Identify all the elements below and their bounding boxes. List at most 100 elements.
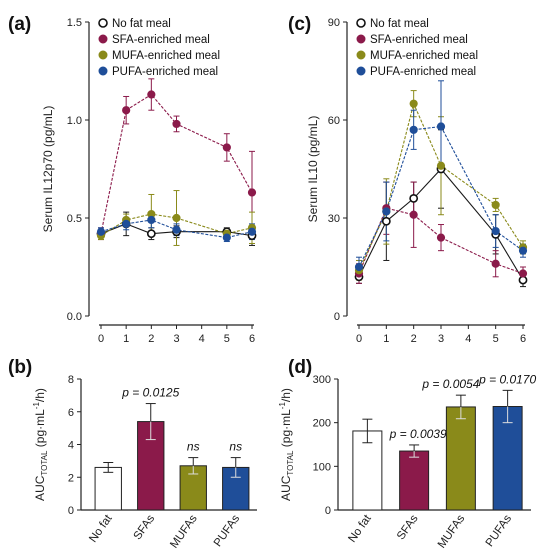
legend-label: No fat meal — [370, 18, 429, 30]
category-label: MUFAs — [436, 513, 468, 550]
data-point — [436, 122, 446, 131]
category-label: SFAs — [395, 513, 421, 543]
x-tick-label: 0 — [356, 333, 362, 345]
y-tick-label: 100 — [313, 461, 331, 473]
category-label: MUFAs — [168, 513, 200, 550]
data-point — [491, 259, 500, 268]
category-label: SFAs — [132, 513, 158, 543]
y-tick-label: 8 — [68, 374, 74, 386]
data-point — [436, 161, 446, 170]
y-tick-label: 60 — [328, 115, 340, 127]
y-axis-label: AUCTOTAL (pg·mL-1/h) — [32, 388, 49, 501]
data-point — [146, 229, 156, 239]
y-label-unit: (pg·mL — [279, 409, 293, 451]
data-point — [247, 188, 257, 197]
y-tick-label: 90 — [328, 17, 340, 29]
legend-label: PUFA-enriched meal — [370, 66, 476, 78]
bar-pufas — [492, 406, 523, 511]
significance-label: p = 0.0039 — [389, 427, 447, 441]
y-label-subscript: TOTAL — [40, 450, 49, 476]
category-label: PUFAs — [484, 513, 514, 549]
x-tick-label: 1 — [383, 333, 389, 345]
bar-no-fat — [94, 466, 122, 511]
x-tick-label: 5 — [224, 333, 230, 345]
significance-label: ns — [229, 440, 242, 454]
chart-c-svg: (c)03060900123456Hours after meal ingest… — [288, 14, 528, 363]
y-tick-label: 6 — [68, 407, 74, 419]
chart-a-svg: (a)0.00.51.01.50123456Hours after meal i… — [8, 14, 257, 363]
x-tick-label: 6 — [520, 333, 526, 345]
y-axis-label: Serum IL10 (pg/mL) — [306, 116, 320, 223]
data-point — [247, 227, 257, 236]
legend-marker — [356, 66, 366, 76]
x-tick-label: 5 — [493, 333, 499, 345]
significance-label: p = 0.0054 — [421, 377, 479, 391]
data-point — [491, 200, 500, 210]
legend-marker — [98, 18, 108, 28]
y-label-superscript: -1 — [32, 402, 41, 410]
y-label-superscript: -1 — [278, 402, 287, 410]
y-tick-label: 200 — [313, 418, 331, 430]
bar-sfas — [399, 450, 430, 511]
panel-label: (d) — [288, 357, 312, 378]
series-line-sfa-enriched — [100, 93, 253, 234]
x-tick-label: 1 — [123, 333, 129, 345]
data-point — [381, 216, 391, 226]
data-point — [172, 225, 181, 234]
y-tick-label: 0.0 — [67, 311, 82, 323]
series-line-sfa-enriched — [358, 207, 524, 275]
y-label-end: /h) — [279, 388, 293, 402]
data-point — [222, 233, 231, 242]
y-tick-label: 1.0 — [67, 115, 82, 127]
legend-marker — [356, 34, 366, 44]
x-tick-label: 3 — [173, 333, 179, 345]
y-tick-label: 4 — [68, 440, 74, 452]
data-point — [409, 99, 418, 108]
panel-label: (a) — [8, 14, 31, 35]
legend-label: MUFA-enriched meal — [370, 50, 478, 62]
x-tick-label: 4 — [465, 333, 471, 345]
y-label-end: /h) — [33, 388, 47, 402]
y-label-main: AUC — [279, 475, 293, 501]
legend-marker — [98, 66, 108, 76]
y-tick-label: 1.5 — [67, 17, 82, 29]
x-tick-label: 2 — [411, 333, 417, 345]
panel-label: (c) — [288, 14, 311, 35]
x-tick-label: 0 — [98, 333, 104, 345]
series-line-pufa-enriched — [358, 125, 524, 268]
data-point — [436, 233, 446, 242]
data-point — [518, 269, 528, 278]
bar-mufas — [445, 406, 476, 511]
legend-label: PUFA-enriched meal — [112, 66, 218, 78]
y-tick-label: 2 — [68, 472, 74, 484]
data-point — [222, 143, 231, 152]
legend-label: SFA-enriched meal — [370, 34, 468, 46]
x-tick-label: 6 — [249, 333, 255, 345]
chart-d-svg: (d) 0 100 200 300 AUCTOTAL (pg·mL-1/h) No fat p… — [278, 357, 536, 551]
x-tick-label: 3 — [438, 333, 444, 345]
y-tick-label: 0.5 — [67, 213, 82, 225]
data-point — [172, 213, 181, 223]
legend-label: MUFA-enriched meal — [112, 50, 220, 62]
data-point — [409, 210, 418, 219]
legend-label: SFA-enriched meal — [112, 34, 210, 46]
data-point — [122, 219, 131, 228]
data-point — [122, 106, 131, 115]
x-tick-label: 2 — [148, 333, 154, 345]
significance-label: p = 0.0170 — [478, 372, 536, 386]
significance-label: ns — [187, 440, 200, 454]
category-label: PUFAs — [212, 513, 242, 549]
y-label-unit: (pg·mL — [33, 409, 47, 451]
legend-label: No fat meal — [112, 18, 171, 30]
y-label-subscript: TOTAL — [286, 450, 295, 476]
y-tick-label: 0 — [68, 505, 74, 517]
legend-marker — [98, 34, 108, 44]
data-point — [354, 262, 364, 272]
bar-no-fat — [352, 430, 383, 511]
y-tick-label: 300 — [313, 374, 331, 386]
panel-a-il12p70-line-chart: (a)0.00.51.01.50123456Hours after meal i… — [0, 0, 270, 363]
data-point — [147, 90, 156, 99]
legend-marker — [356, 50, 366, 60]
data-point — [518, 246, 528, 255]
x-tick-label: 4 — [199, 333, 205, 345]
